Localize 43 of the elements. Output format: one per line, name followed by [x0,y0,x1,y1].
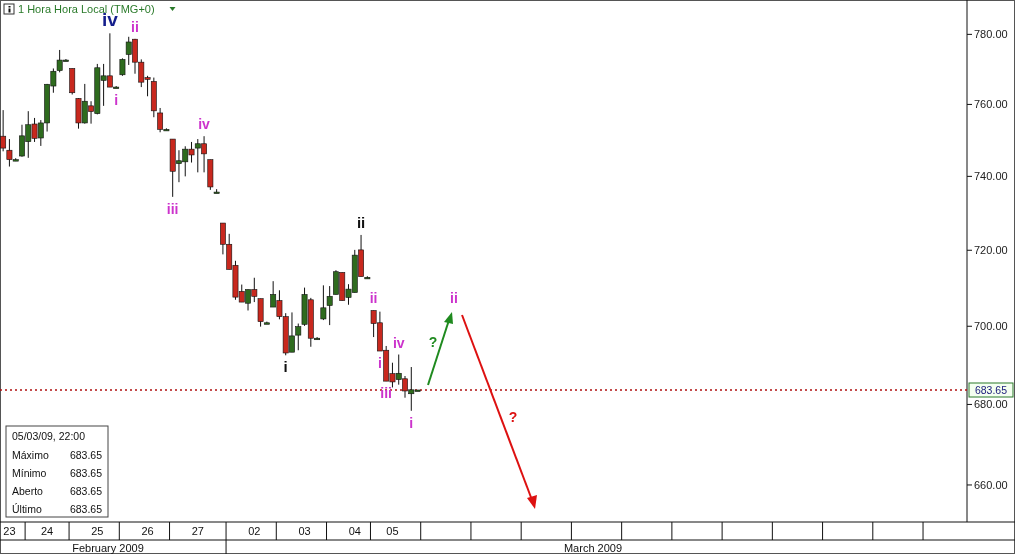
annotation: 683.65 [69,503,103,515]
annotation: i [114,92,119,109]
annotation: iv [198,116,211,133]
annotation: ii [356,213,366,231]
annotation: 683.65 [69,449,103,461]
x-tick-label: 05 [386,525,399,537]
x-tick-label: 04 [348,525,361,537]
x-tick-label: 26 [141,525,154,537]
y-tick-label: 780.00 [974,28,1008,41]
annotation: 683.65 [69,467,103,479]
annotation: ii [369,290,378,307]
annotation: Máximo [12,449,49,461]
y-tick-label: 760.00 [974,98,1008,111]
ref-line-label: 683.65 [974,384,1008,396]
annotation: 683.65 [69,485,103,497]
y-tick-label: 740.00 [974,170,1008,183]
annotation: Aberto [12,485,44,497]
candlestick [0,109,7,152]
annotation: Mínimo [12,467,47,479]
annotation: iv [392,334,405,351]
y-tick-label: 720.00 [974,244,1008,257]
text: March 2009 [563,542,623,554]
y-tick-label: 680.00 [974,398,1008,411]
annotation: Último [12,503,42,515]
annotation: iii [380,385,393,402]
text: February 2009 [72,542,144,554]
x-tick-label: 02 [248,525,261,537]
annotation: 05/03/09, 22:00 [12,430,86,442]
x-tick-label: 03 [298,525,311,537]
annotation: i [409,414,414,431]
x-tick-label: 23 [3,525,16,537]
y-tick-label: 660.00 [974,478,1008,491]
annotation: ii [131,18,139,35]
x-tick-label: 24 [40,525,54,537]
x-tick-label: 25 [91,525,104,537]
annotation: i [283,358,288,376]
annotation: ? [428,334,438,350]
annotation: ? [508,409,518,425]
x-tick-label: 27 [191,525,204,537]
annotation: i [377,355,382,372]
y-tick-label: 700.00 [974,320,1008,333]
annotation: ii [450,290,458,306]
annotation: iii [166,200,179,217]
